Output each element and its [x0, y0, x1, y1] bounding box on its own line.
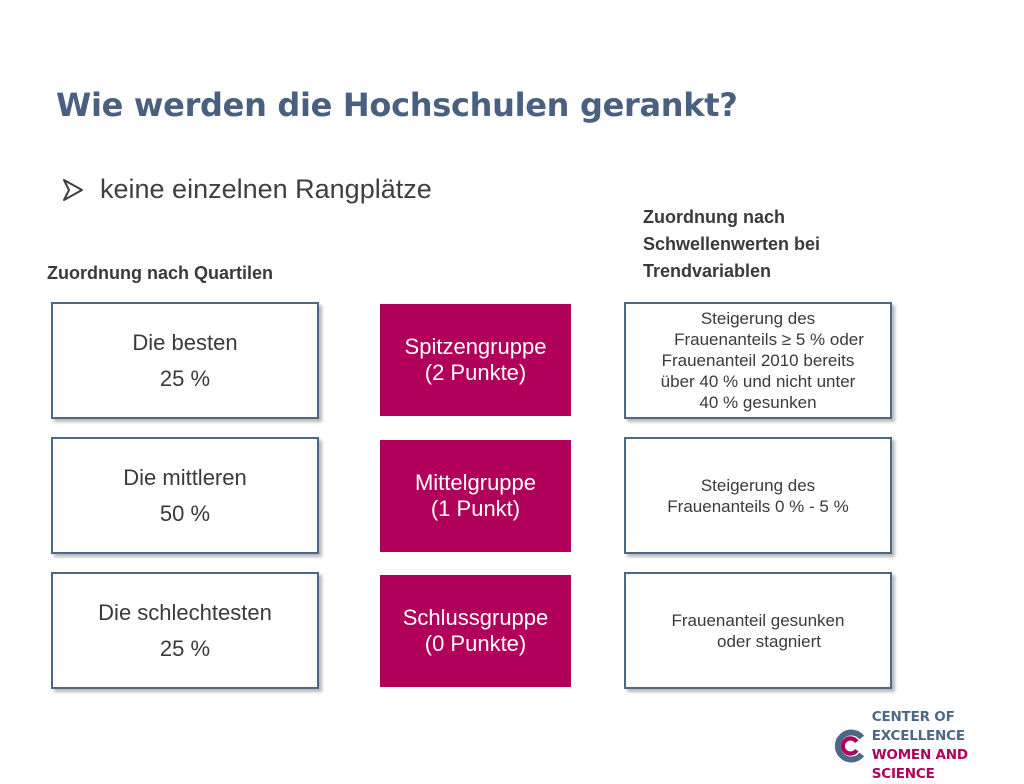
threshold-line: Steigerung des: [700, 309, 816, 328]
group-box-top: Spitzengruppe (2 Punkte): [380, 304, 571, 416]
arrow-bullet-icon: [63, 178, 83, 201]
quartile-share: 50 %: [159, 500, 211, 526]
threshold-line: über 40 % und nicht unter: [660, 372, 856, 391]
threshold-line: oder stagniert: [717, 631, 821, 651]
cews-logo: CENTER OF EXCELLENCE WOMEN AND SCIENCE: [834, 708, 1024, 784]
group-points: (2 Punkte): [424, 360, 527, 385]
quartile-share: 25 %: [159, 365, 211, 391]
quartile-box-bottom: Die schlechtesten 25 %: [51, 572, 319, 689]
group-box-bottom: Schlussgruppe (0 Punkte): [380, 575, 571, 687]
group-box-middle: Mittelgruppe (1 Punkt): [380, 440, 571, 552]
threshold-box-middle: Steigerung des Frauenanteils 0 % - 5 %: [624, 437, 892, 554]
bullet-item: keine einzelnen Rangplätze: [62, 174, 432, 205]
header-thresholds: Zuordnung nach Schwellenwerten bei Trend…: [643, 204, 820, 285]
group-name: Mittelgruppe: [414, 470, 537, 495]
group-points: (1 Punkt): [430, 496, 521, 521]
threshold-line: Frauenanteil gesunken: [671, 610, 845, 630]
quartile-label: Die mittleren: [123, 464, 247, 490]
quartile-box-middle: Die mittleren 50 %: [51, 437, 319, 554]
quartile-label: Die schlechtesten: [98, 599, 272, 625]
threshold-line: Steigerung des: [700, 475, 816, 495]
threshold-box-bottom: Frauenanteil gesunken oder stagniert: [624, 572, 892, 689]
quartile-label: Die besten: [132, 329, 238, 355]
header-quartiles: Zuordnung nach Quartilen: [47, 263, 273, 283]
group-name: Spitzengruppe: [404, 334, 547, 359]
bullet-text: keine einzelnen Rangplätze: [100, 174, 432, 204]
logo-line-1: CENTER OF EXCELLENCE: [871, 709, 965, 744]
threshold-line: Frauenanteil 2010 bereits: [661, 351, 855, 370]
quartile-share: 25 %: [159, 635, 211, 661]
threshold-line: Frauenanteils ≥ 5 % oder: [674, 330, 864, 349]
cews-logo-icon: [834, 729, 865, 763]
threshold-line: 40 % gesunken: [699, 393, 817, 412]
header-thresholds-line: Trendvariablen: [643, 261, 772, 281]
header-thresholds-line: Zuordnung nach: [643, 207, 785, 227]
slide-title: Wie werden die Hochschulen gerankt?: [56, 86, 738, 124]
threshold-line: Frauenanteils 0 % - 5 %: [667, 496, 849, 516]
quartile-box-top: Die besten 25 %: [51, 302, 319, 419]
threshold-box-top: Steigerung des Frauenanteils ≥ 5 % oder …: [624, 302, 892, 419]
logo-line-2: WOMEN AND SCIENCE: [871, 747, 968, 782]
group-name: Schlussgruppe: [402, 605, 549, 630]
group-points: (0 Punkte): [424, 631, 527, 656]
header-thresholds-line: Schwellenwerten bei: [643, 234, 821, 254]
